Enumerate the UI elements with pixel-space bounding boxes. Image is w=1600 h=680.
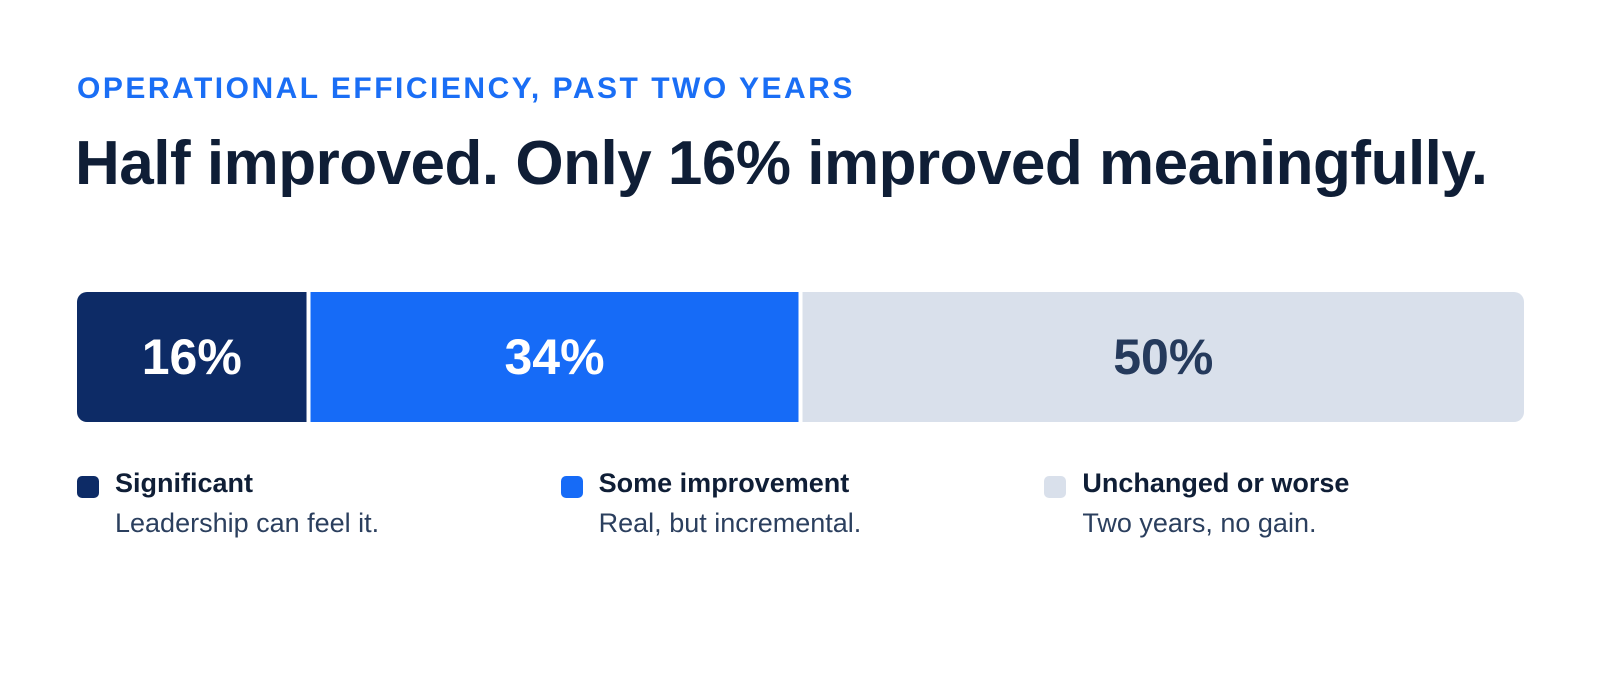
legend-description: Leadership can feel it. (115, 508, 380, 538)
chart-subtitle: OPERATIONAL EFFICIENCY, PAST TWO YEARS (77, 72, 855, 105)
legend-swatch (77, 476, 99, 498)
value-label: 16% (142, 329, 242, 385)
chart-title: Half improved. Only 16% improved meaning… (75, 129, 1488, 198)
legend-label: Unchanged or worse (1082, 468, 1350, 498)
bar-segment (77, 292, 307, 422)
value-label: 34% (504, 329, 604, 385)
stacked-bar (77, 292, 1524, 422)
legend-label: Some improvement (598, 468, 850, 498)
legend-description: Two years, no gain. (1082, 508, 1317, 538)
legend-swatch (1044, 476, 1067, 498)
legend-swatch (560, 476, 583, 498)
legend-label: Significant (115, 468, 254, 498)
bar-segment (802, 292, 1524, 422)
bar-segment (310, 292, 799, 422)
value-label: 50% (1113, 329, 1213, 385)
legend-description: Real, but incremental. (598, 508, 862, 538)
